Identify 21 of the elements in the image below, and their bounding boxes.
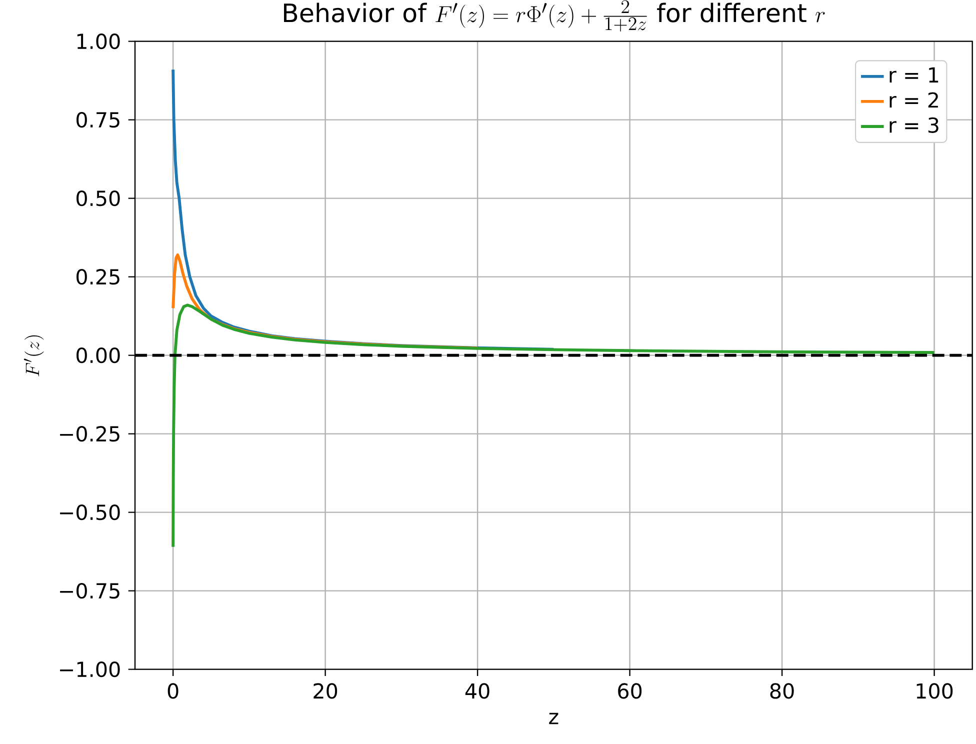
y-tick-label: −0.25 [60,426,120,442]
y-tick-label: −1.00 [60,662,120,678]
legend-label: r = 3 [890,117,938,133]
legend-label: r = 1 [890,67,938,82]
x-tick-label: 0 [168,683,178,699]
x-axis-title: z [549,712,558,724]
y-tick-label: 1.00 [77,34,120,50]
y-tick-label: 0.75 [76,112,120,128]
x-tick-label: 20 [314,683,338,699]
x-tick-label: 100 [916,683,953,699]
y-tick-label: −0.75 [60,583,120,599]
legend-label: r = 2 [890,92,938,108]
x-tick-label: 60 [618,683,642,699]
y-tick-label: 0.00 [76,348,120,364]
y-tick-label: 0.25 [76,269,120,285]
x-tick-label: 40 [465,683,490,699]
y-tick-label: −0.50 [60,504,120,520]
y-axis-title: $F'(z)$ [24,335,44,376]
x-tick-label: 80 [770,683,794,699]
chart-title: $\text{Behavior of } F'(z) = r\Phi'(z) + \frac{2}{1+2z} \text{ for different } r$ [284,0,825,32]
y-tick-label: 0.50 [76,190,120,206]
